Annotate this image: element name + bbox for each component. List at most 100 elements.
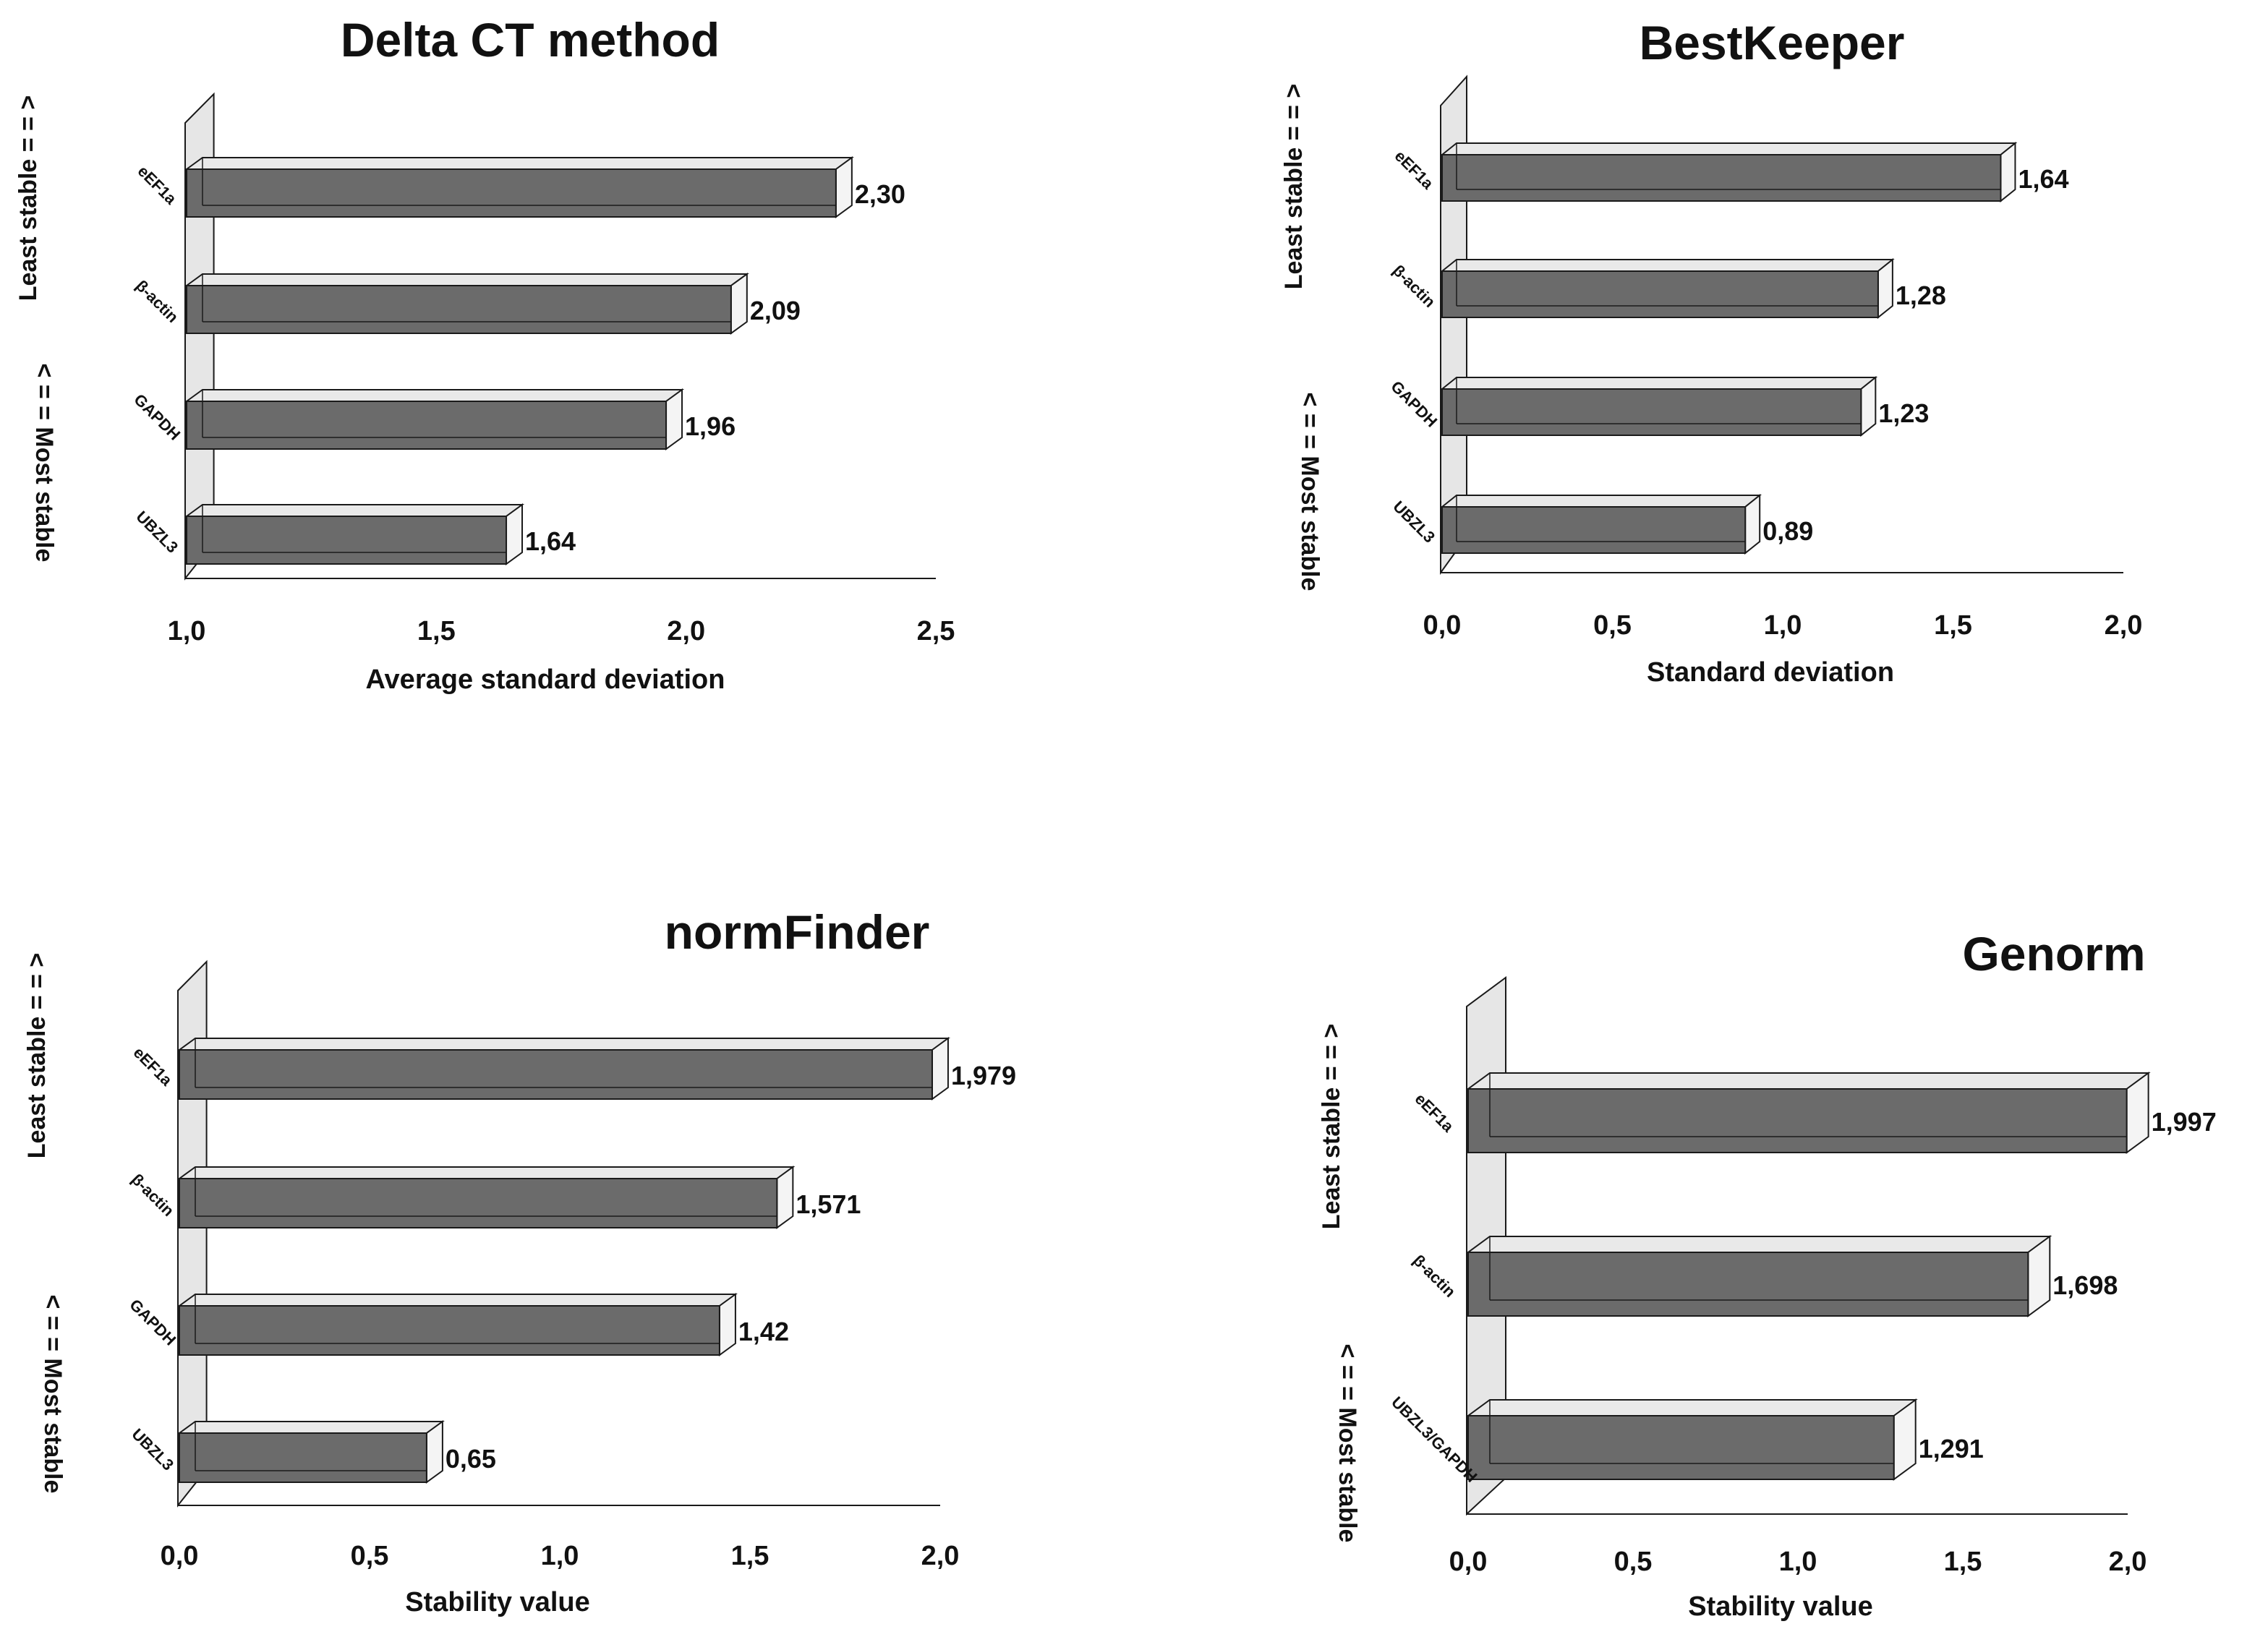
least-stable-label: Least stable = = > xyxy=(1280,84,1308,289)
chart-title: Delta CT method xyxy=(341,13,720,67)
bar-top-face xyxy=(176,1421,445,1434)
bar-top-face xyxy=(184,504,525,517)
bar-group xyxy=(1440,375,1878,437)
bar-top-face xyxy=(184,389,685,402)
chart-panel-3: 1,979 eEF1a 1,571 β-actin 1,42 GAPDH 0,65 UBZL3… xyxy=(23,905,1016,1617)
bar-top-face xyxy=(1440,142,2018,155)
data-label: 2,09 xyxy=(750,296,801,325)
bar-top-face xyxy=(176,1038,951,1051)
category-label: β-actin xyxy=(1410,1251,1459,1301)
bar-side-face xyxy=(425,1420,443,1484)
most-stable-label: < = = Most stable xyxy=(30,364,58,563)
bar-group xyxy=(176,1037,951,1100)
x-tick-label: 1,5 xyxy=(417,616,456,646)
category-label: β-actin xyxy=(128,1170,178,1220)
bar-group xyxy=(184,388,685,450)
x-tick-label: 1,0 xyxy=(541,1541,579,1571)
x-tick-label: 1,0 xyxy=(1764,610,1802,641)
bar-group xyxy=(184,273,749,335)
bar-top-face xyxy=(1440,377,1878,390)
x-tick-label: 0,0 xyxy=(1449,1547,1488,1577)
x-tick-label: 1,0 xyxy=(1779,1547,1817,1577)
data-label: 1,64 xyxy=(2018,164,2068,194)
bar-side-face xyxy=(776,1166,794,1229)
x-tick-label: 1,5 xyxy=(731,1541,770,1571)
x-axis-label: Standard deviation xyxy=(1647,657,1894,688)
category-label: UBZL3 xyxy=(128,1425,177,1474)
bar-top-face xyxy=(1465,1072,2151,1090)
most-stable-label: < = = Most stable xyxy=(1334,1344,1361,1543)
category-label: eEF1a xyxy=(135,162,181,208)
bar xyxy=(1441,388,1862,436)
chart-panel-1: 2,30 eEF1a 2,09 β-actin 1,96 GAPDH 1,64 UBZL3 1,… xyxy=(14,13,955,695)
x-axis-label: Average standard deviation xyxy=(366,664,725,695)
data-label: 1,23 xyxy=(1878,398,1929,428)
bar xyxy=(179,1432,427,1483)
x-tick-label: 2,0 xyxy=(921,1541,960,1571)
bar xyxy=(1441,270,1879,318)
data-label: 1,291 xyxy=(1919,1434,1984,1463)
bar xyxy=(186,285,732,334)
bar xyxy=(1441,154,2002,202)
chart-panel-4: 1,997eEF1a1,698β-actin1,291UBZL3/GAPDH0,… xyxy=(1318,927,2217,1622)
category-label: eEF1a xyxy=(1412,1090,1458,1136)
x-tick-label: 0,0 xyxy=(161,1541,199,1571)
bar xyxy=(1467,1088,2128,1153)
data-label: 1,571 xyxy=(796,1189,861,1219)
data-label: 2,30 xyxy=(855,179,905,209)
x-axis-label: Stability value xyxy=(1688,1591,1873,1622)
bar xyxy=(1467,1252,2029,1317)
category-label: β-actin xyxy=(1389,261,1439,311)
data-label: 1,698 xyxy=(2052,1270,2118,1300)
category-label: GAPDH xyxy=(130,390,184,444)
category-label: eEF1a xyxy=(130,1043,176,1090)
most-stable-label: < = = Most stable xyxy=(1296,393,1323,591)
chart-title: normFinder xyxy=(665,905,930,959)
data-label: 0,65 xyxy=(446,1444,496,1474)
least-stable-label: Least stable = = > xyxy=(14,95,42,301)
x-tick-label: 0,5 xyxy=(1614,1547,1653,1577)
bar-group xyxy=(176,1166,796,1229)
bar xyxy=(179,1305,720,1356)
bar xyxy=(179,1178,778,1228)
x-tick-label: 2,0 xyxy=(2109,1547,2147,1577)
bar xyxy=(186,168,837,218)
bar-group xyxy=(1465,1072,2151,1154)
most-stable-label: < = = Most stable xyxy=(39,1295,67,1494)
x-tick-label: 2,5 xyxy=(917,616,955,646)
data-label: 1,42 xyxy=(738,1317,789,1346)
x-tick-label: 0,0 xyxy=(1423,610,1462,641)
category-label: β-actin xyxy=(132,276,182,326)
category-label: UBZL3 xyxy=(132,508,182,557)
x-tick-label: 1,0 xyxy=(168,616,206,646)
bar-group xyxy=(184,503,525,565)
data-label: 1,979 xyxy=(951,1061,1016,1090)
bar-group xyxy=(1465,1398,1918,1481)
bar-group xyxy=(1440,493,1762,555)
bar xyxy=(1441,506,1747,554)
data-label: 1,64 xyxy=(525,526,576,556)
bar-top-face xyxy=(1465,1236,2052,1253)
data-label: 1,997 xyxy=(2152,1107,2217,1137)
bar xyxy=(179,1049,933,1100)
bar-group xyxy=(1440,141,2018,203)
x-tick-label: 2,0 xyxy=(667,616,705,646)
x-axis-label: Stability value xyxy=(405,1587,590,1617)
bar-top-face xyxy=(176,1294,738,1307)
bar-top-face xyxy=(1440,495,1762,508)
category-label: UBZL3 xyxy=(1389,497,1438,547)
chart-title: BestKeeper xyxy=(1640,16,1905,69)
bar-side-face xyxy=(931,1037,949,1100)
least-stable-label: Least stable = = > xyxy=(1318,1024,1345,1229)
bar-group xyxy=(184,156,854,218)
chart-panel-2: 1,64 eEF1a 1,28 β-actin 1,23 GAPDH 0,89 UBZL3 0,… xyxy=(1280,16,2142,688)
data-label: 0,89 xyxy=(1762,516,1813,546)
bar-group xyxy=(1440,257,1895,320)
data-label: 1,28 xyxy=(1896,281,1946,310)
bar-group xyxy=(176,1420,445,1484)
bar-top-face xyxy=(184,273,749,286)
bar xyxy=(186,516,508,565)
bar-side-face xyxy=(718,1293,736,1356)
category-label: GAPDH xyxy=(126,1296,179,1349)
